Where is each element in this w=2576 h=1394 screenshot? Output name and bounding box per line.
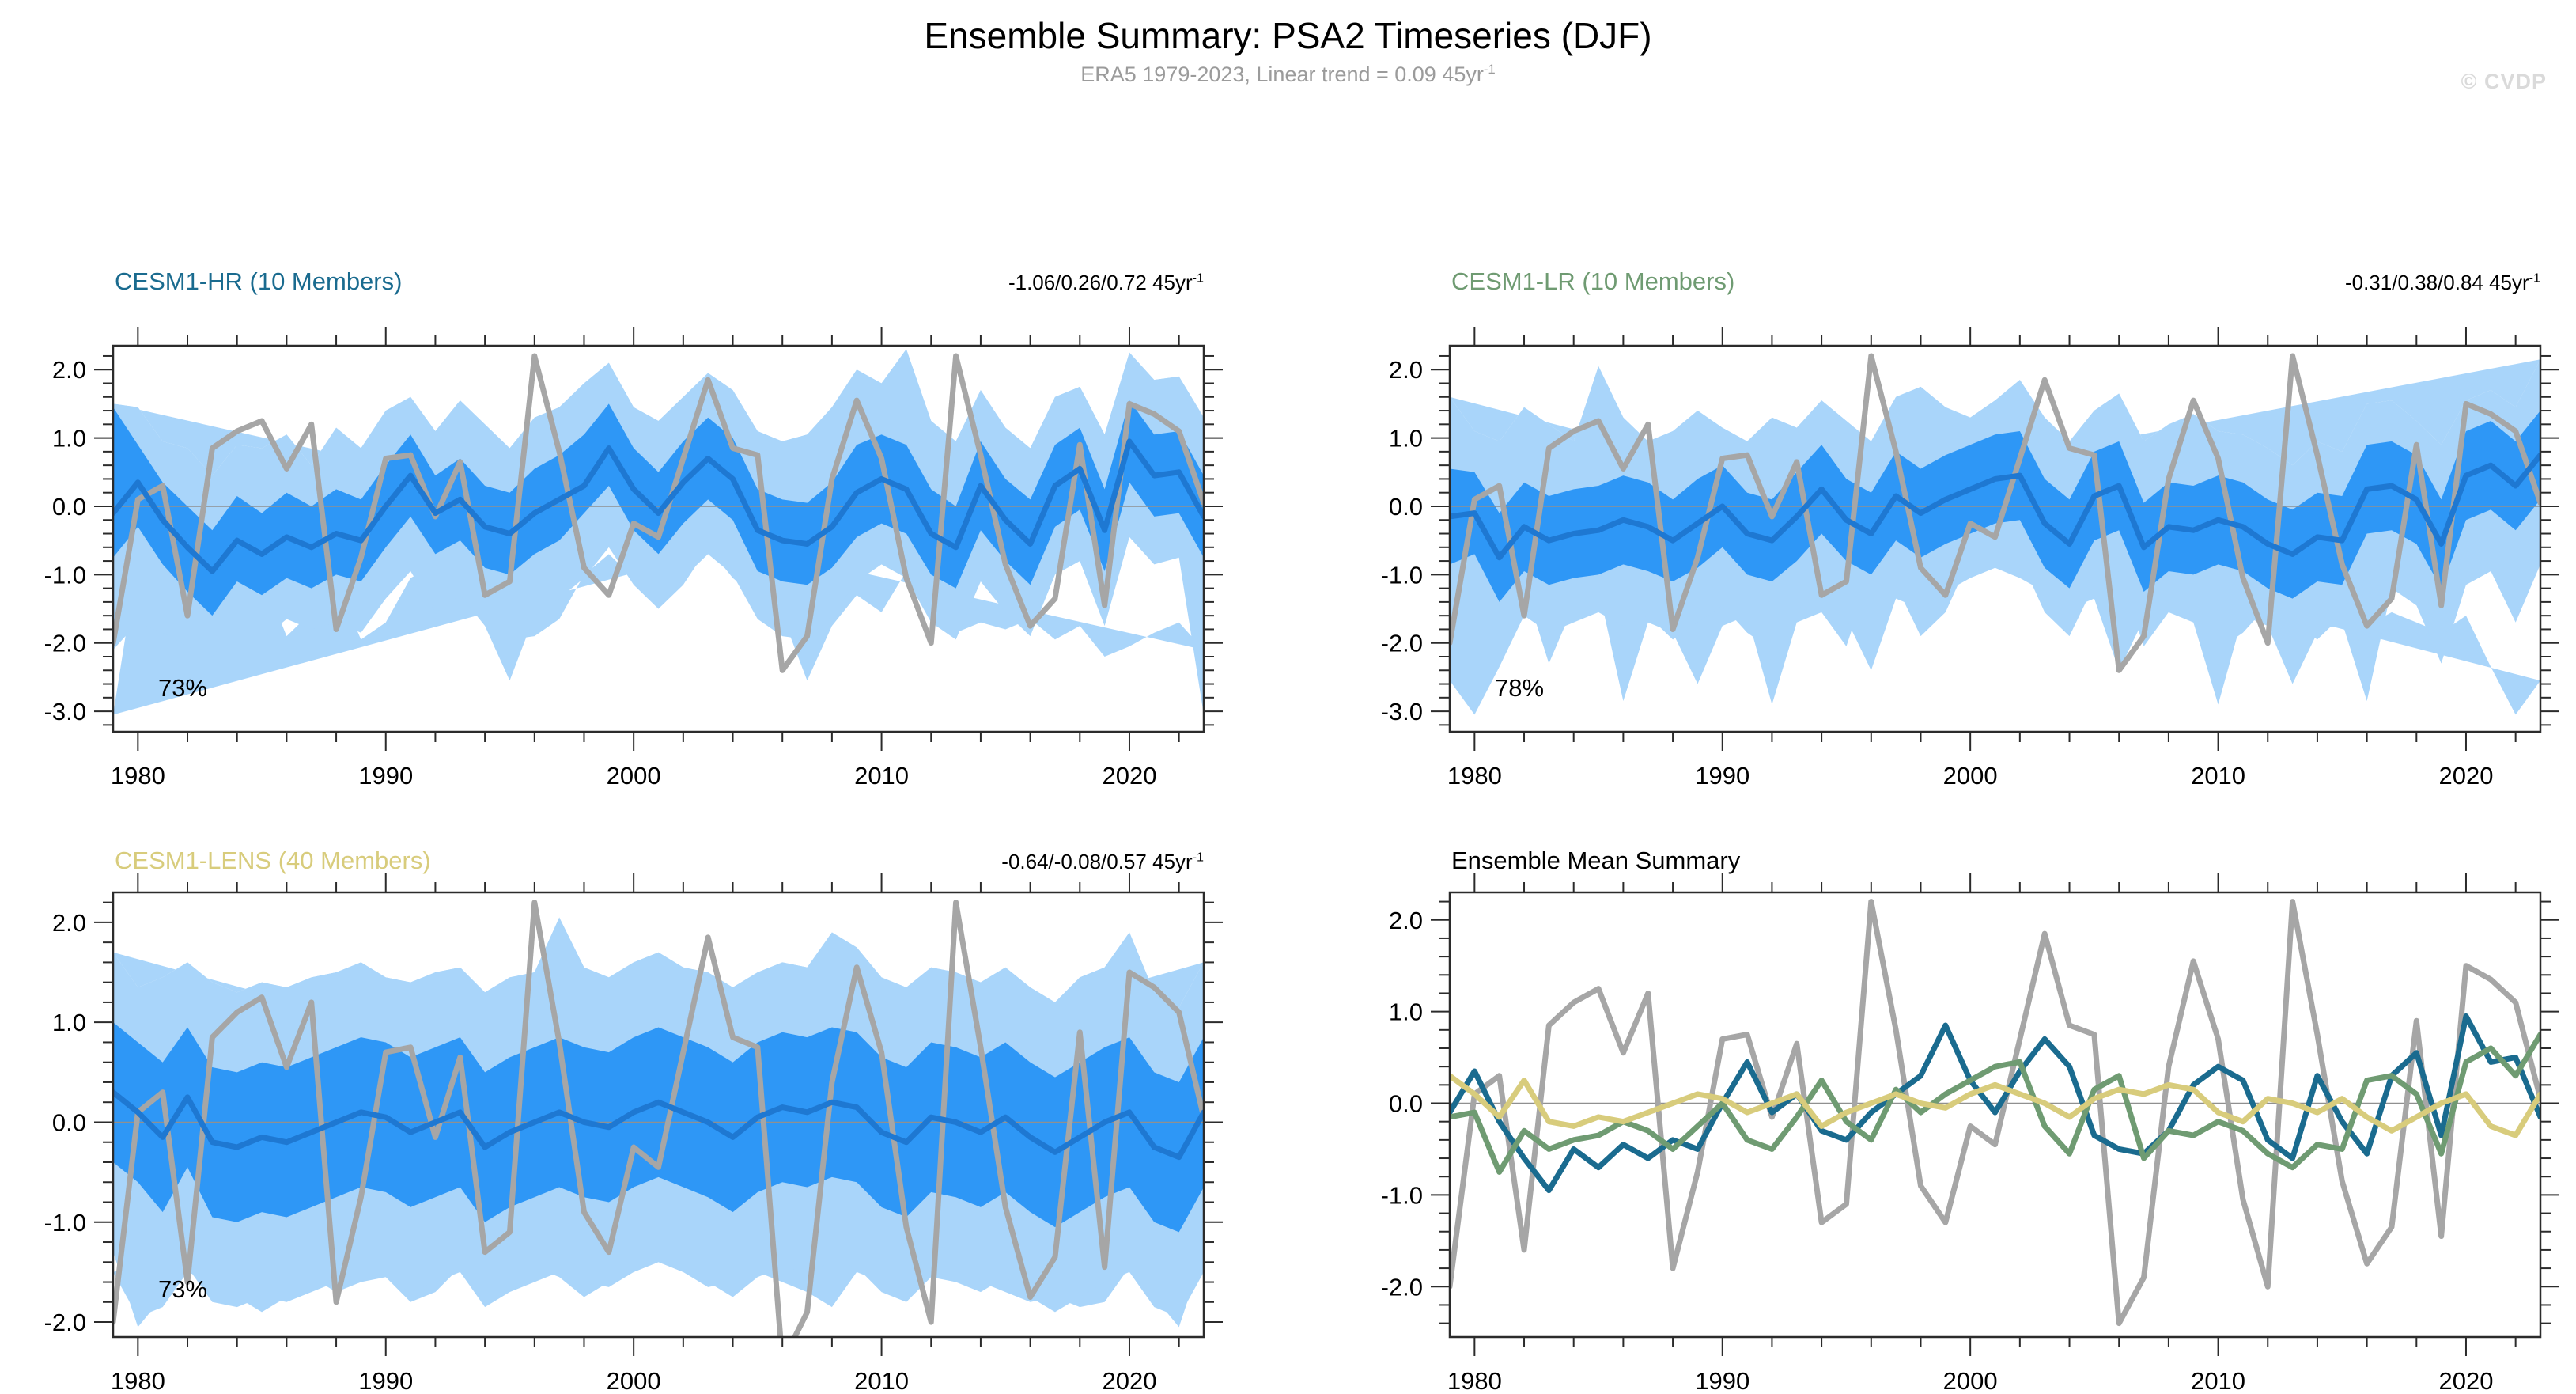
trend-annotation-cesm1-hr: -1.06/0.26/0.72 45yr-1 (1008, 271, 1204, 294)
svg-text:2.0: 2.0 (1389, 356, 1423, 384)
svg-text:1.0: 1.0 (52, 1009, 86, 1036)
trend-annotation-cesm1-lr: -0.31/0.38/0.84 45yr-1 (2344, 271, 2540, 294)
svg-text:1.0: 1.0 (1389, 998, 1423, 1026)
svg-text:1980: 1980 (111, 762, 165, 790)
svg-text:0.0: 0.0 (52, 493, 86, 521)
svg-text:1.0: 1.0 (1389, 425, 1423, 453)
svg-text:2000: 2000 (607, 1367, 661, 1394)
svg-text:-1.0: -1.0 (1381, 1181, 1423, 1209)
svg-text:2020: 2020 (1102, 762, 1156, 790)
svg-text:2010: 2010 (854, 1367, 909, 1394)
panel-title-cesm1-hr: CESM1-HR (10 Members) (115, 267, 403, 295)
svg-text:1980: 1980 (111, 1367, 165, 1394)
svg-text:-1.0: -1.0 (44, 1209, 86, 1237)
svg-text:2010: 2010 (2191, 1367, 2245, 1394)
svg-text:2000: 2000 (607, 762, 661, 790)
svg-text:-2.0: -2.0 (44, 1309, 86, 1336)
svg-text:2.0: 2.0 (52, 356, 86, 384)
svg-text:-2.0: -2.0 (1381, 630, 1423, 657)
svg-text:-2.0: -2.0 (1381, 1273, 1423, 1301)
trend-annotation-cesm1-lens: -0.64/-0.08/0.57 45yr-1 (1001, 850, 1204, 873)
svg-text:1980: 1980 (1447, 1367, 1502, 1394)
panel-title-ensemble-mean-summary: Ensemble Mean Summary (1451, 847, 1741, 874)
agreement-label-cesm1-hr: 73% (158, 674, 208, 702)
page-title: Ensemble Summary: PSA2 Timeseries (DJF) (924, 15, 1652, 56)
svg-text:-2.0: -2.0 (44, 630, 86, 657)
svg-text:0.0: 0.0 (1389, 1090, 1423, 1118)
panel-title-cesm1-lr: CESM1-LR (10 Members) (1451, 267, 1735, 295)
svg-text:0.0: 0.0 (52, 1108, 86, 1136)
svg-text:-1.0: -1.0 (1381, 561, 1423, 589)
svg-text:2020: 2020 (2438, 1367, 2493, 1394)
svg-text:1.0: 1.0 (52, 425, 86, 453)
cvdp-watermark: © CVDP (2461, 70, 2547, 93)
svg-text:0.0: 0.0 (1389, 493, 1423, 521)
svg-text:2020: 2020 (2438, 762, 2493, 790)
svg-text:2.0: 2.0 (52, 909, 86, 937)
agreement-label-cesm1-lens: 73% (158, 1275, 208, 1303)
svg-text:2010: 2010 (854, 762, 909, 790)
svg-text:2000: 2000 (1943, 1367, 1998, 1394)
svg-text:1990: 1990 (1695, 762, 1749, 790)
agreement-label-cesm1-lr: 78% (1495, 674, 1545, 702)
svg-text:-1.0: -1.0 (44, 561, 86, 589)
svg-text:-3.0: -3.0 (1381, 698, 1423, 725)
svg-text:2020: 2020 (1102, 1367, 1156, 1394)
svg-text:1980: 1980 (1447, 762, 1502, 790)
svg-text:1990: 1990 (1695, 1367, 1749, 1394)
svg-text:-3.0: -3.0 (44, 698, 86, 725)
svg-text:1990: 1990 (358, 1367, 413, 1394)
panel-title-cesm1-lens: CESM1-LENS (40 Members) (115, 847, 431, 874)
svg-text:2000: 2000 (1943, 762, 1998, 790)
svg-text:1990: 1990 (358, 762, 413, 790)
svg-text:2.0: 2.0 (1389, 907, 1423, 934)
svg-text:2010: 2010 (2191, 762, 2245, 790)
page-subtitle: ERA5 1979-2023, Linear trend = 0.09 45yr… (1080, 62, 1496, 86)
